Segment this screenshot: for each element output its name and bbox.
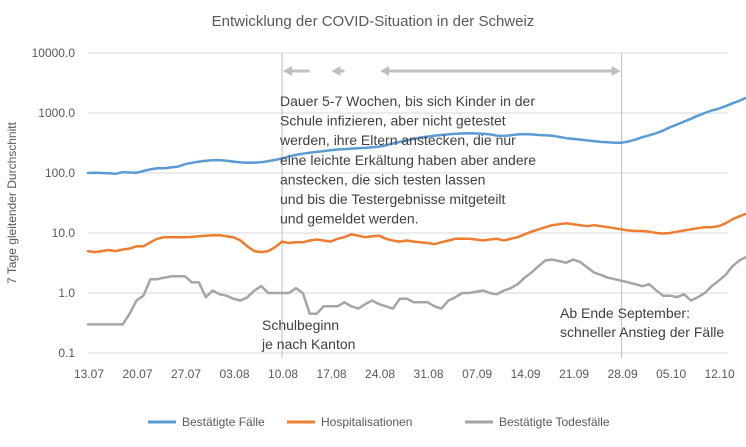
x-tick-label: 20.07 — [122, 367, 152, 381]
legend-label: Bestätigte Fälle — [182, 415, 265, 429]
y-tick-labels: 0.1 1.0 10.0 100.0 1000.0 10000.0 — [32, 46, 76, 360]
y-tick-label: 0.1 — [58, 346, 75, 360]
y-tick-label: 1.0 — [58, 286, 75, 300]
annotation-september: Ab Ende September: — [560, 305, 690, 321]
annotation-line: Dauer 5-7 Wochen, bis sich Kinder in der — [280, 93, 535, 109]
x-tick-label: 05.10 — [656, 367, 686, 381]
legend: Bestätigte Fälle Hospitalisationen Bestäti… — [148, 415, 610, 429]
x-tick-label: 31.08 — [414, 367, 444, 381]
annotation-line: anstecken, die sich testen lassen — [280, 171, 485, 187]
arrow-head — [283, 66, 293, 76]
x-tick-label: 03.08 — [220, 367, 250, 381]
annotations: Dauer 5-7 Wochen, bis sich Kinder in der… — [261, 93, 724, 352]
x-tick-label: 10.08 — [268, 367, 298, 381]
series-line — [86, 255, 746, 326]
x-tick-label: 28.09 — [608, 367, 638, 381]
annotation-school: Schulbeginn — [262, 317, 339, 333]
annotation-line: und gemeldet werden. — [280, 211, 419, 227]
annotation-line: eine leichte Erkältung haben aber andere — [280, 152, 536, 168]
timeline-arrows — [283, 66, 621, 76]
x-tick-label: 27.07 — [171, 367, 201, 381]
y-axis-label: 7 Tage gleitender Durchschnitt — [5, 121, 19, 284]
legend-label: Bestätigte Todesfälle — [499, 415, 610, 429]
annotation-september: schneller Anstieg der Fälle — [560, 324, 724, 340]
y-tick-label: 100.0 — [45, 166, 75, 180]
reference-lines — [281, 53, 623, 358]
arrow-head — [611, 66, 621, 76]
annotation-line: und bis die Testergebnisse mitgeteilt — [280, 191, 506, 207]
x-tick-label: 14.09 — [511, 367, 541, 381]
y-tick-label: 10000.0 — [32, 46, 76, 60]
series-line — [86, 96, 746, 176]
arrow-head — [380, 66, 390, 76]
x-tick-label: 21.09 — [559, 367, 589, 381]
legend-label: Hospitalisationen — [321, 415, 412, 429]
y-tick-label: 10.0 — [52, 226, 76, 240]
x-tick-label: 17.08 — [317, 367, 347, 381]
series-line — [86, 212, 746, 254]
y-tick-label: 1000.0 — [38, 106, 75, 120]
x-tick-label: 12.10 — [705, 367, 735, 381]
arrow-head — [331, 66, 341, 76]
annotation-line: Schule infizieren, aber nicht getestet — [280, 113, 506, 129]
x-tick-label: 13.07 — [74, 367, 104, 381]
x-tick-label: 07.09 — [462, 367, 492, 381]
gridlines — [88, 52, 727, 354]
x-tick-label: 24.08 — [365, 367, 395, 381]
data-series — [86, 96, 746, 326]
x-tick-labels: 13.07 20.07 27.07 03.08 10.08 17.08 24.08 31.08… — [74, 367, 735, 381]
annotation-line: werden, ihre Eltern anstecken, die nur — [279, 132, 516, 148]
annotation-school: je nach Kanton — [261, 336, 355, 352]
chart-title: Entwicklung der COVID-Situation in der S… — [212, 13, 535, 30]
